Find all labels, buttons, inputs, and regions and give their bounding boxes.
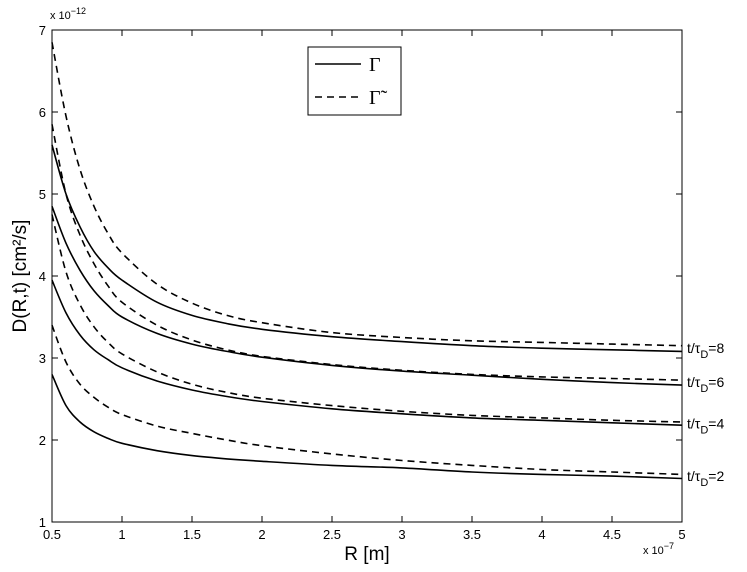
y-tick-label: 5 (39, 187, 46, 202)
x-tick-label: 5 (678, 527, 685, 542)
x-axis-multiplier: x 10−7 (643, 541, 674, 557)
dashed-curve (51, 42, 683, 347)
x-tick-label: 1.5 (183, 527, 201, 542)
curve-label: t/τD=8 (687, 340, 724, 361)
x-tick-label: 0.5 (43, 527, 61, 542)
solid-curve (51, 206, 683, 386)
y-tick-label: 4 (39, 269, 46, 284)
dashed-curve (51, 124, 683, 381)
x-tick-label: 2 (258, 527, 265, 542)
x-tick-label: 4 (538, 527, 545, 542)
curve-labels: t/τD=8 t/τD=6 t/τD=4 t/τD=2 (687, 340, 724, 489)
x-tick-label: 1 (118, 527, 125, 542)
solid-curve (51, 144, 683, 353)
x-tick-label: 4.5 (603, 527, 621, 542)
x-tick-label: 3.5 (463, 527, 481, 542)
y-tick-label: 3 (39, 351, 46, 366)
y-tick-label: 7 (39, 23, 46, 38)
x-tick-label: 2.5 (323, 527, 341, 542)
y-tick-label: 1 (39, 515, 46, 530)
curve-label: t/τD=2 (687, 468, 724, 489)
curve-label: t/τD=4 (687, 416, 724, 437)
curves-group (51, 42, 683, 480)
y-axis-multiplier: x 10−12 (50, 6, 86, 22)
x-axis-label: R [m] (344, 544, 389, 565)
legend-box (307, 46, 402, 116)
x-tick-label: 3 (398, 527, 405, 542)
curve-label: t/τD=6 (687, 374, 724, 395)
legend: Γ Γ̃ (307, 46, 402, 116)
solid-curve (51, 279, 683, 426)
solid-curve (51, 374, 683, 480)
dashed-curve (51, 324, 683, 476)
legend-label-gamma: Γ (369, 54, 381, 76)
y-tick-label: 6 (39, 105, 46, 120)
dashed-curve (51, 214, 683, 423)
y-tick-label: 2 (39, 433, 46, 448)
y-axis-label: D(R,t) [cm²/s] (10, 220, 31, 333)
